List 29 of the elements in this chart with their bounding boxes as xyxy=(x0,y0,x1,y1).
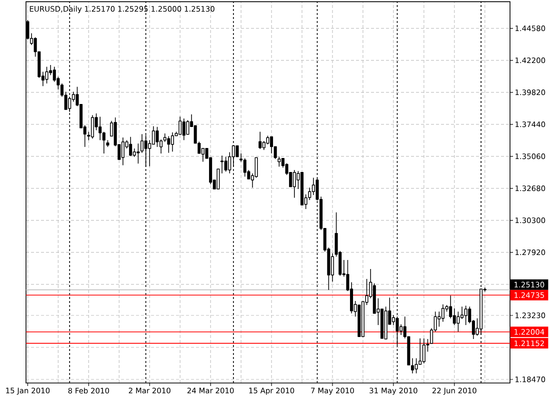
candlestick xyxy=(262,140,266,150)
candlestick xyxy=(358,304,361,337)
candlestick xyxy=(182,118,186,141)
candlestick xyxy=(410,358,414,374)
candlestick xyxy=(312,177,315,196)
candlestick xyxy=(372,282,376,314)
candlestick xyxy=(270,136,274,154)
candlestick xyxy=(422,338,426,364)
candlestick xyxy=(441,304,444,322)
candlestick xyxy=(132,148,136,158)
candlestick xyxy=(121,137,124,166)
candlestick xyxy=(178,116,182,135)
candlestick xyxy=(452,308,456,326)
candlestick xyxy=(220,155,224,174)
candlestick xyxy=(258,131,262,150)
candlestick xyxy=(330,252,334,282)
candlestick xyxy=(460,306,464,320)
candlestick xyxy=(170,132,174,152)
candlestick xyxy=(300,172,304,206)
candlestick xyxy=(152,126,155,145)
candlestick xyxy=(308,187,312,200)
candlestick xyxy=(380,308,384,339)
candlestick xyxy=(129,136,132,157)
candlestick xyxy=(98,116,102,141)
candlestick xyxy=(292,170,296,198)
candlestick xyxy=(52,66,56,82)
candlestick xyxy=(216,168,220,190)
candlestick xyxy=(90,114,94,139)
candlestick xyxy=(140,134,144,154)
